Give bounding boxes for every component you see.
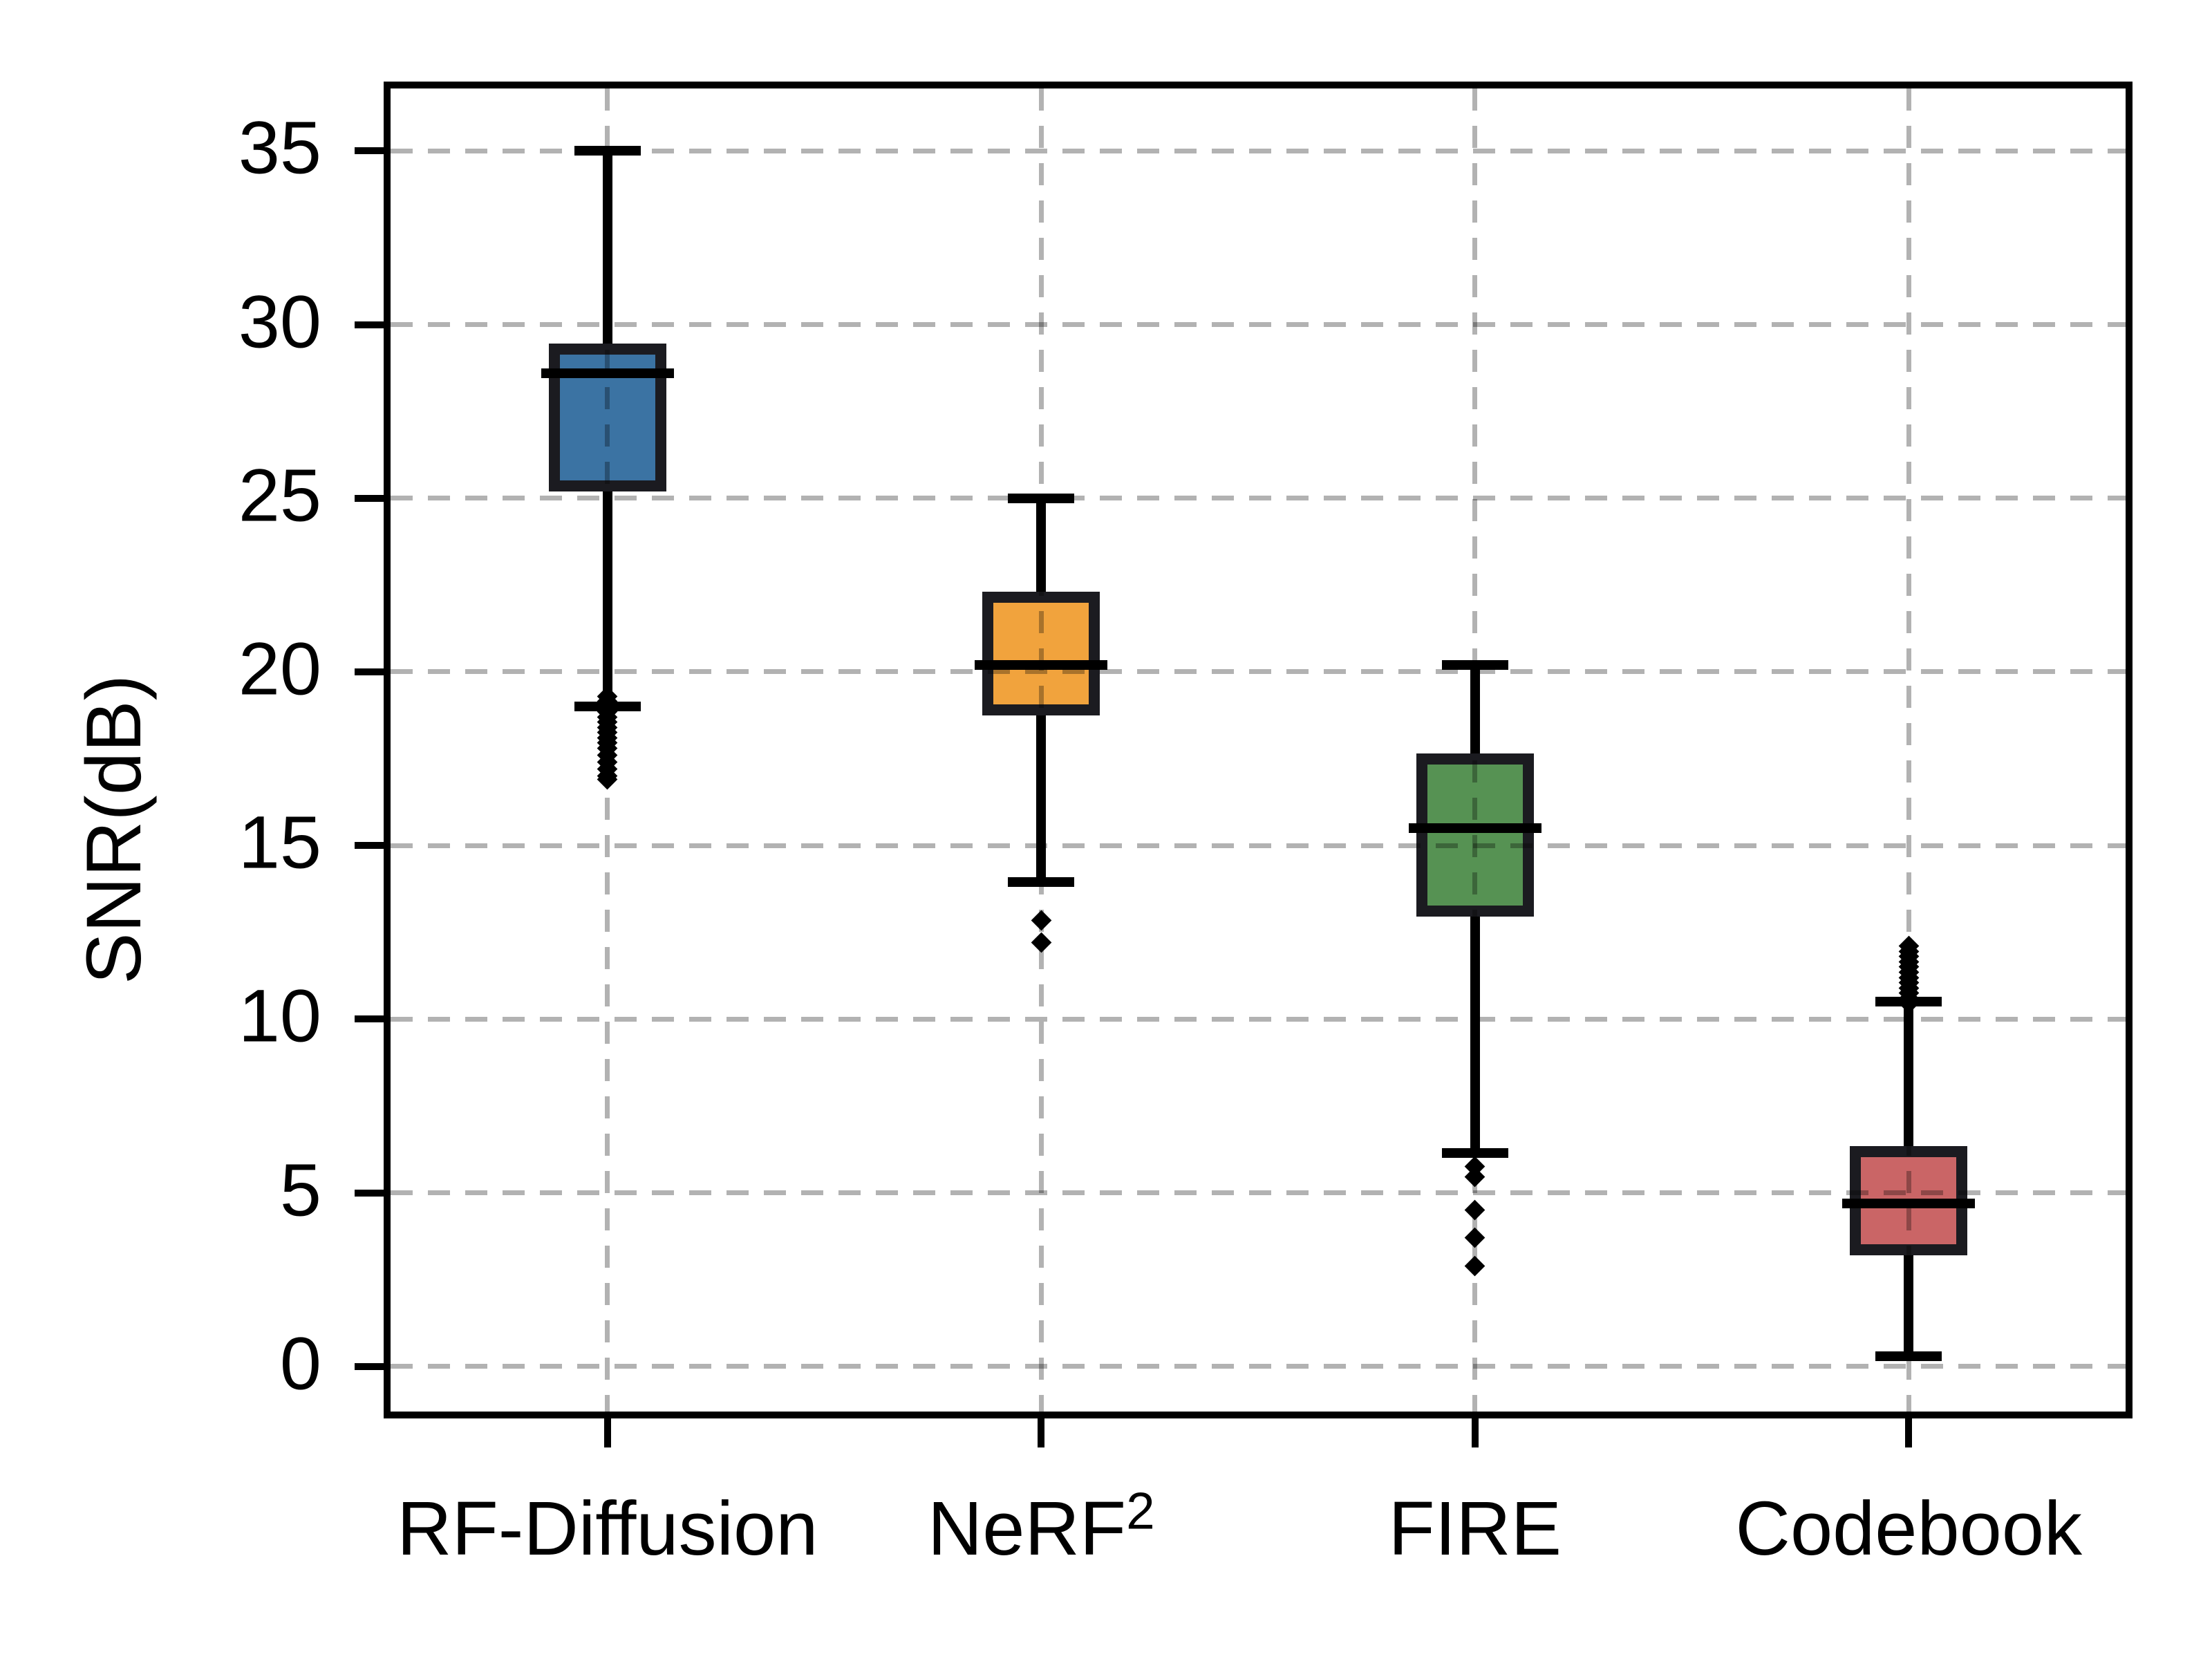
y-tick-label: 20	[238, 626, 321, 711]
box-rect	[1416, 753, 1534, 917]
box-rect	[982, 592, 1100, 715]
whisker-cap-bottom	[1008, 877, 1075, 887]
y-tick-mark	[355, 147, 384, 155]
box-rect	[548, 344, 666, 491]
h-gridline	[391, 148, 2126, 153]
y-tick-mark	[355, 842, 384, 850]
median-line	[541, 368, 674, 378]
whisker-cap-bottom	[1441, 1147, 1508, 1158]
x-tick-mark	[603, 1412, 611, 1447]
v-gridline	[1038, 88, 1044, 1412]
whisker-cap-top	[1008, 493, 1075, 503]
y-tick-label: 15	[238, 800, 321, 884]
median-line	[975, 659, 1108, 670]
x-tick-mark	[1905, 1412, 1913, 1447]
y-tick-label: 5	[279, 1147, 321, 1232]
h-gridline	[391, 322, 2126, 328]
h-gridline	[391, 1016, 2126, 1022]
x-tick-label-text: FIRE	[1388, 1486, 1562, 1571]
v-gridline	[1472, 88, 1478, 1412]
y-tick-label: 25	[238, 453, 321, 537]
h-gridline	[391, 1364, 2126, 1369]
x-tick-mark	[1038, 1412, 1045, 1447]
v-gridline	[605, 88, 610, 1412]
h-gridline	[391, 1190, 2126, 1195]
x-tick-label-text: Codebook	[1735, 1486, 2083, 1571]
y-tick-mark	[355, 668, 384, 675]
y-tick-mark	[355, 1189, 384, 1197]
x-tick-mark	[1471, 1412, 1479, 1447]
x-tick-label: NeRF2	[928, 1485, 1155, 1567]
h-gridline	[391, 669, 2126, 675]
y-tick-mark	[355, 494, 384, 502]
median-line	[1842, 1198, 1976, 1208]
y-tick-mark	[355, 321, 384, 328]
y-tick-label: 30	[238, 279, 321, 364]
x-tick-label-text: RF-Diffusion	[397, 1486, 818, 1571]
x-tick-label: FIRE	[1388, 1491, 1562, 1567]
x-tick-label: RF-Diffusion	[397, 1491, 818, 1567]
y-tick-label: 0	[279, 1321, 321, 1405]
median-line	[1408, 823, 1541, 834]
x-tick-label: Codebook	[1736, 1491, 2083, 1567]
plot-area: 0 5 10 15 20 25 30 35 RF-Diffusion NeRF2 FIRE Codeb…	[238, 82, 2133, 1567]
y-tick-mark	[355, 1015, 384, 1023]
whisker-cap-bottom	[1875, 1351, 1942, 1361]
x-tick-label-text: NeRF	[927, 1486, 1127, 1571]
y-tick-label: 35	[238, 106, 321, 190]
whisker-cap-top	[574, 146, 641, 156]
h-gridline	[391, 843, 2126, 848]
whisker-cap-top	[1441, 659, 1508, 670]
h-gridline	[391, 496, 2126, 501]
y-tick-mark	[355, 1362, 384, 1370]
v-gridline	[1906, 88, 1911, 1412]
y-tick-label: 10	[238, 974, 321, 1058]
x-tick-label-superscript: 2	[1126, 1481, 1155, 1540]
